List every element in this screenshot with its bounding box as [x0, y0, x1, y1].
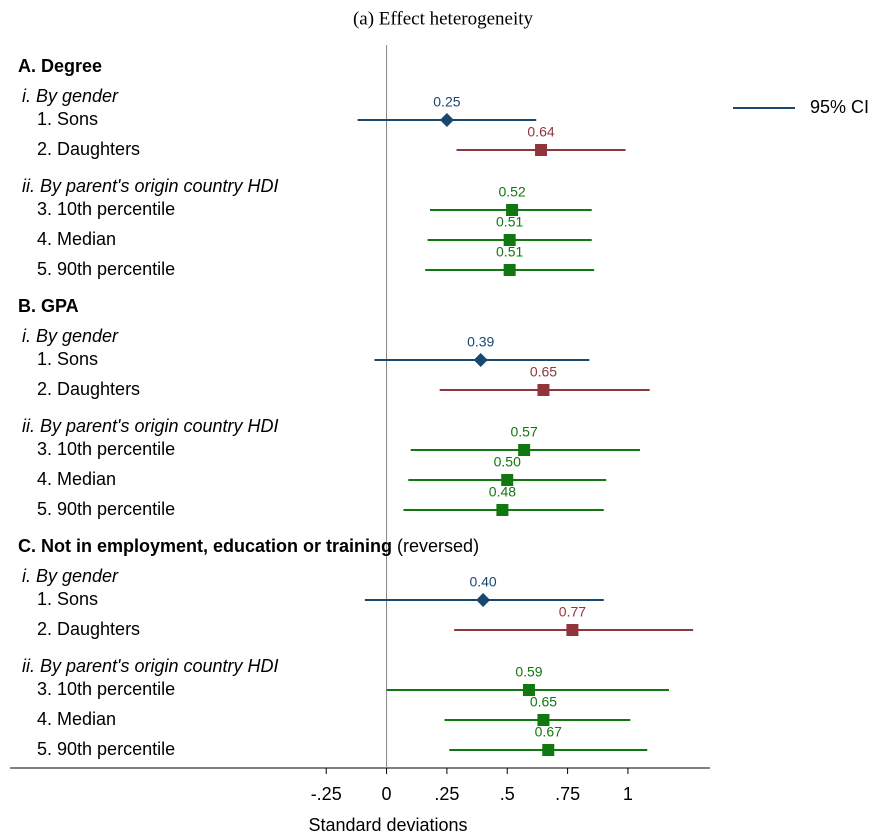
value-label: 0.64 — [527, 124, 554, 140]
point-estimate — [542, 744, 555, 756]
row-label: 5. 90th percentile — [37, 499, 175, 519]
group-label: i. By gender — [22, 566, 119, 586]
value-label: 0.50 — [494, 454, 521, 470]
panel-title-suffix: (reversed) — [397, 536, 479, 556]
value-label: 0.59 — [515, 664, 542, 680]
panel-title-main: B. GPA — [18, 296, 79, 316]
row-label: 4. Median — [37, 709, 116, 729]
row-label: 5. 90th percentile — [37, 739, 175, 759]
chart-title: (a) Effect heterogeneity — [353, 8, 534, 29]
value-label: 0.57 — [511, 424, 538, 440]
group-label: i. By gender — [22, 326, 119, 346]
row-label: 2. Daughters — [37, 379, 140, 399]
point-estimate — [535, 144, 548, 156]
row-label: 4. Median — [37, 469, 116, 489]
panel-title: C. Not in employment, education or train… — [18, 536, 479, 556]
x-tick-label: 0 — [382, 784, 392, 804]
group-label: ii. By parent's origin country HDI — [22, 176, 279, 196]
row-label: 3. 10th percentile — [37, 439, 175, 459]
row-label: 1. Sons — [37, 589, 98, 609]
point-estimate — [537, 384, 550, 396]
legend-label: 95% CI — [810, 97, 869, 117]
value-label: 0.65 — [530, 364, 557, 380]
x-tick-label: 1 — [623, 784, 633, 804]
point-estimate — [506, 204, 519, 216]
value-label: 0.51 — [496, 244, 523, 260]
x-tick-label: .75 — [555, 784, 580, 804]
row-label: 1. Sons — [37, 349, 98, 369]
panel-title: A. Degree — [18, 56, 102, 76]
panel-title-main: A. Degree — [18, 56, 102, 76]
value-label: 0.25 — [433, 94, 460, 110]
x-tick-label: -.25 — [311, 784, 342, 804]
point-estimate — [518, 444, 531, 456]
point-estimate — [473, 353, 488, 367]
point-estimate — [496, 504, 509, 516]
row-label: 3. 10th percentile — [37, 679, 175, 699]
row-label: 3. 10th percentile — [37, 199, 175, 219]
row-label: 2. Daughters — [37, 139, 140, 159]
x-tick-label: .25 — [434, 784, 459, 804]
point-estimate — [439, 113, 454, 127]
value-label: 0.65 — [530, 694, 557, 710]
row-label: 4. Median — [37, 229, 116, 249]
group-label: ii. By parent's origin country HDI — [22, 656, 279, 676]
value-label: 0.77 — [559, 604, 586, 620]
value-label: 0.52 — [498, 184, 525, 200]
point-estimate — [566, 624, 579, 636]
panel-title: B. GPA — [18, 296, 79, 316]
row-label: 1. Sons — [37, 109, 98, 129]
value-label: 0.48 — [489, 484, 516, 500]
row-label: 2. Daughters — [37, 619, 140, 639]
value-label: 0.51 — [496, 214, 523, 230]
value-label: 0.40 — [469, 574, 496, 590]
group-label: ii. By parent's origin country HDI — [22, 416, 279, 436]
value-label: 0.39 — [467, 334, 494, 350]
group-label: i. By gender — [22, 86, 119, 106]
point-estimate — [503, 234, 516, 246]
value-label: 0.67 — [535, 724, 562, 740]
point-estimate — [501, 474, 514, 486]
point-estimate — [476, 593, 491, 607]
point-estimate — [522, 684, 535, 696]
row-label: 5. 90th percentile — [37, 259, 175, 279]
x-tick-label: .5 — [500, 784, 515, 804]
x-axis-title: Standard deviations — [308, 815, 467, 835]
panel-title-main: C. Not in employment, education or train… — [18, 536, 392, 556]
point-estimate — [537, 714, 550, 726]
point-estimate — [503, 264, 516, 276]
